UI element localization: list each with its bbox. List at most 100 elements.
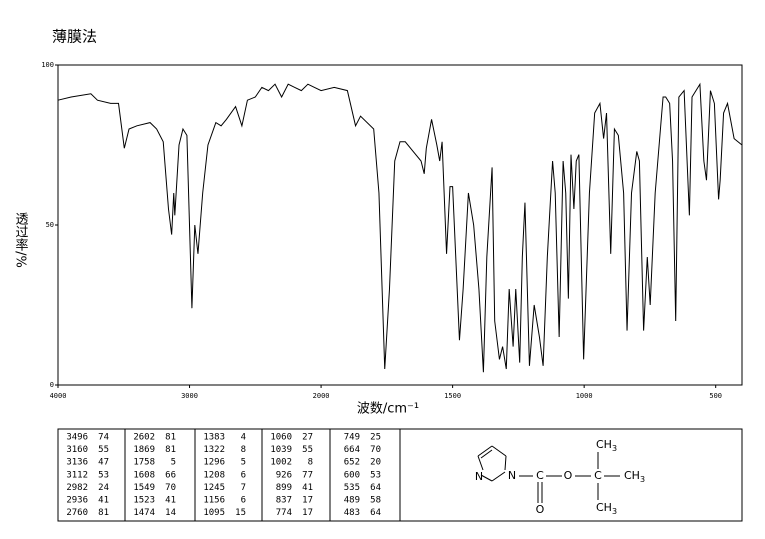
transmittance-cell: 64 <box>370 508 381 518</box>
bond <box>480 449 493 459</box>
transmittance-cell: 6 <box>241 496 246 506</box>
wavenumber-cell: 1474 <box>133 508 155 518</box>
wavenumber-cell: 749 <box>344 433 360 443</box>
transmittance-cell: 41 <box>98 496 109 506</box>
atom-subscript: 3 <box>612 507 617 516</box>
transmittance-cell: 53 <box>370 470 381 480</box>
wavenumber-cell: 1523 <box>133 496 155 506</box>
transmittance-cell: 5 <box>241 458 246 468</box>
wavenumber-cell: 1156 <box>203 496 225 506</box>
wavenumber-cell: 652 <box>344 458 360 468</box>
transmittance-cell: 64 <box>370 483 381 493</box>
transmittance-cell: 27 <box>302 433 313 443</box>
chart-title: 薄膜法 <box>52 28 97 46</box>
transmittance-cell: 4 <box>241 433 246 443</box>
atom-label: C <box>594 469 602 482</box>
transmittance-cell: 55 <box>302 445 313 455</box>
bond <box>477 455 484 471</box>
atom-label: CH3 <box>596 438 617 453</box>
transmittance-cell: 70 <box>165 483 176 493</box>
wavenumber-cell: 489 <box>344 496 360 506</box>
transmittance-cell: 25 <box>370 433 381 443</box>
transmittance-cell: 17 <box>302 496 313 506</box>
wavenumber-cell: 3160 <box>66 445 88 455</box>
atom-label: N <box>475 470 483 483</box>
wavenumber-cell: 1060 <box>270 433 292 443</box>
wavenumber-cell: 600 <box>344 470 360 480</box>
atom-label: CH <box>596 501 612 514</box>
transmittance-cell: 47 <box>98 458 109 468</box>
x-tick-label: 2000 <box>313 392 330 400</box>
atom-label: CH3 <box>624 469 645 484</box>
transmittance-cell: 81 <box>165 433 176 443</box>
transmittance-cell: 81 <box>98 508 109 518</box>
wavenumber-cell: 837 <box>276 496 292 506</box>
wavenumber-cell: 1296 <box>203 458 225 468</box>
transmittance-cell: 20 <box>370 458 381 468</box>
wavenumber-cell: 2936 <box>66 496 88 506</box>
wavenumber-cell: 1039 <box>270 445 292 455</box>
wavenumber-cell: 1383 <box>203 433 225 443</box>
transmittance-cell: 41 <box>165 496 176 506</box>
transmittance-cell: 24 <box>98 483 109 493</box>
wavenumber-cell: 3136 <box>66 458 88 468</box>
x-axis-label: 波数/cm⁻¹ <box>357 402 419 417</box>
y-axis-label: 透过率/% <box>13 212 29 268</box>
structure <box>477 445 620 503</box>
x-tick-label: 4000 <box>50 392 67 400</box>
atom-subscript: 3 <box>612 444 617 453</box>
transmittance-cell: 8 <box>308 458 313 468</box>
atom-label: CH3 <box>596 501 617 516</box>
wavenumber-cell: 664 <box>344 445 360 455</box>
transmittance-cell: 58 <box>370 496 381 506</box>
transmittance-cell: 55 <box>98 445 109 455</box>
transmittance-cell: 5 <box>171 458 176 468</box>
wavenumber-cell: 535 <box>344 483 360 493</box>
transmittance-cell: 8 <box>241 445 246 455</box>
bond <box>477 445 493 457</box>
wavenumber-cell: 1208 <box>203 470 225 480</box>
transmittance-cell: 14 <box>165 508 176 518</box>
wavenumber-cell: 1095 <box>203 508 225 518</box>
transmittance-cell: 41 <box>302 483 313 493</box>
atom-subscript: 3 <box>640 475 645 484</box>
transmittance-cell: 70 <box>370 445 381 455</box>
x-tick-label: 1500 <box>444 392 461 400</box>
wavenumber-cell: 2982 <box>66 483 88 493</box>
wavenumber-cell: 1608 <box>133 470 155 480</box>
atom-label: CH <box>596 438 612 451</box>
transmittance-cell: 81 <box>165 445 176 455</box>
wavenumber-cell: 774 <box>276 508 292 518</box>
transmittance-cell: 15 <box>235 508 246 518</box>
bond <box>491 445 507 457</box>
wavenumber-cell: 2602 <box>133 433 155 443</box>
transmittance-cell: 77 <box>302 470 313 480</box>
atom-label: CH <box>624 469 640 482</box>
bond <box>504 455 507 471</box>
spectrum-line <box>57 82 743 373</box>
wavenumber-cell: 3496 <box>66 433 88 443</box>
transmittance-cell: 53 <box>98 470 109 480</box>
transmittance-cell: 6 <box>241 470 246 480</box>
atom-label: O <box>536 503 545 516</box>
x-tick-label: 1000 <box>576 392 593 400</box>
transmittance-cell: 7 <box>241 483 246 493</box>
atom-label: N <box>508 469 516 482</box>
wavenumber-cell: 483 <box>344 508 360 518</box>
wavenumber-cell: 3112 <box>66 470 88 480</box>
wavenumber-cell: 1549 <box>133 483 155 493</box>
wavenumber-cell: 1002 <box>270 458 292 468</box>
wavenumber-cell: 2760 <box>66 508 88 518</box>
transmittance-cell: 17 <box>302 508 313 518</box>
x-tick-label: 500 <box>709 392 722 400</box>
wavenumber-cell: 1322 <box>203 445 225 455</box>
y-tick-label: 0 <box>50 381 54 389</box>
y-tick-label: 100 <box>41 61 54 69</box>
y-tick-label: 50 <box>46 221 54 229</box>
bond <box>480 474 493 482</box>
x-tick-label: 3000 <box>181 392 198 400</box>
plot-frame <box>57 64 743 386</box>
wavenumber-cell: 926 <box>276 470 292 480</box>
